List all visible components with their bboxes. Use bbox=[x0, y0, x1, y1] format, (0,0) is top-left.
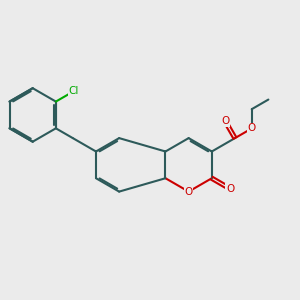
Text: O: O bbox=[226, 184, 235, 194]
Text: O: O bbox=[221, 116, 230, 126]
Text: O: O bbox=[248, 124, 256, 134]
Text: Cl: Cl bbox=[69, 86, 79, 96]
Text: O: O bbox=[184, 187, 193, 196]
